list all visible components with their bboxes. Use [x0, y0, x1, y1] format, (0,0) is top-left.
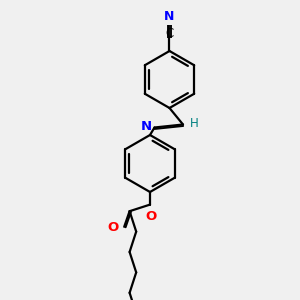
Text: N: N: [164, 10, 175, 22]
Text: C: C: [165, 27, 173, 40]
Text: H: H: [190, 117, 198, 130]
Text: O: O: [107, 221, 119, 234]
Text: O: O: [145, 210, 156, 223]
Text: N: N: [141, 120, 152, 133]
